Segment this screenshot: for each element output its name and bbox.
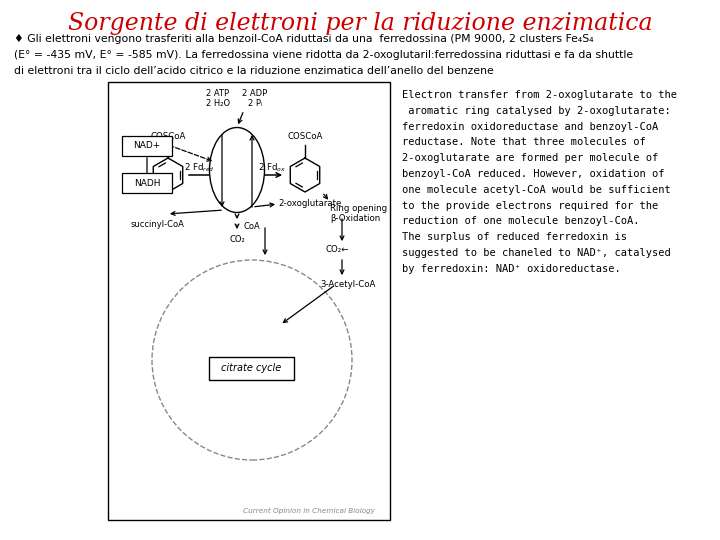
Text: succinyl-CoA: succinyl-CoA bbox=[131, 220, 185, 229]
Text: NAD+: NAD+ bbox=[133, 141, 161, 151]
Text: 2 ADP
2 Pᵢ: 2 ADP 2 Pᵢ bbox=[243, 89, 268, 108]
Text: 2 Fd$_{red}$: 2 Fd$_{red}$ bbox=[184, 162, 215, 174]
Text: reduction of one molecule benzoyl-CoA.: reduction of one molecule benzoyl-CoA. bbox=[402, 217, 639, 226]
FancyBboxPatch shape bbox=[209, 356, 294, 380]
Text: 2 Fd$_{ox}$: 2 Fd$_{ox}$ bbox=[258, 162, 286, 174]
Text: ferredoxin oxidoreductase and benzoyl-CoA: ferredoxin oxidoreductase and benzoyl-Co… bbox=[402, 122, 658, 132]
Text: by ferredoxin: NAD⁺ oxidoreductase.: by ferredoxin: NAD⁺ oxidoreductase. bbox=[402, 264, 621, 274]
Text: 2 ATP
2 H₂O: 2 ATP 2 H₂O bbox=[206, 89, 230, 108]
Text: aromatic ring catalysed by 2-oxoglutarate:: aromatic ring catalysed by 2-oxoglutarat… bbox=[402, 106, 671, 116]
Text: (E° = -435 mV, E° = -585 mV). La ferredossina viene ridotta da 2-oxoglutaril:fer: (E° = -435 mV, E° = -585 mV). La ferredo… bbox=[14, 50, 633, 60]
Text: benzoyl-CoA reduced. However, oxidation of: benzoyl-CoA reduced. However, oxidation … bbox=[402, 169, 665, 179]
Text: COSCoA: COSCoA bbox=[150, 132, 186, 141]
Text: one molecule acetyl-CoA would be sufficient: one molecule acetyl-CoA would be suffici… bbox=[402, 185, 671, 195]
Text: ♦ Gli elettroni vengono trasferiti alla benzoil-CoA riduttasi da una  ferredossi: ♦ Gli elettroni vengono trasferiti alla … bbox=[14, 34, 593, 44]
Ellipse shape bbox=[210, 127, 264, 213]
Text: 3-Acetyl-CoA: 3-Acetyl-CoA bbox=[320, 280, 375, 289]
Text: suggested to be chaneled to NAD⁺, catalysed: suggested to be chaneled to NAD⁺, cataly… bbox=[402, 248, 671, 258]
FancyBboxPatch shape bbox=[108, 82, 390, 520]
Text: reductase. Note that three molecules of: reductase. Note that three molecules of bbox=[402, 137, 646, 147]
Text: COSCoA: COSCoA bbox=[287, 132, 323, 141]
Text: 2-oxoglutarate: 2-oxoglutarate bbox=[278, 199, 341, 208]
Text: NADH: NADH bbox=[134, 179, 161, 187]
Text: Electron transfer from 2-oxoglutarate to the: Electron transfer from 2-oxoglutarate to… bbox=[402, 90, 677, 100]
Text: Current Opinion in Chemical Biology: Current Opinion in Chemical Biology bbox=[243, 508, 375, 514]
Text: The surplus of reduced ferredoxin is: The surplus of reduced ferredoxin is bbox=[402, 232, 627, 242]
Text: CoA: CoA bbox=[243, 222, 260, 231]
FancyBboxPatch shape bbox=[122, 173, 172, 193]
Text: to the provide electrons required for the: to the provide electrons required for th… bbox=[402, 200, 658, 211]
Text: CO₂←: CO₂← bbox=[326, 245, 349, 254]
Text: Ring opening
β-Oxidation: Ring opening β-Oxidation bbox=[330, 204, 387, 224]
Text: di elettroni tra il ciclo dell’acido citrico e la riduzione enzimatica dell’anel: di elettroni tra il ciclo dell’acido cit… bbox=[14, 66, 494, 76]
FancyBboxPatch shape bbox=[122, 136, 172, 156]
Text: 2-oxoglutarate are formed per molecule of: 2-oxoglutarate are formed per molecule o… bbox=[402, 153, 658, 163]
Text: CO₂: CO₂ bbox=[229, 235, 245, 244]
Text: Sorgente di elettroni per la riduzione enzimatica: Sorgente di elettroni per la riduzione e… bbox=[68, 12, 652, 35]
Text: citrate cycle: citrate cycle bbox=[221, 363, 281, 373]
